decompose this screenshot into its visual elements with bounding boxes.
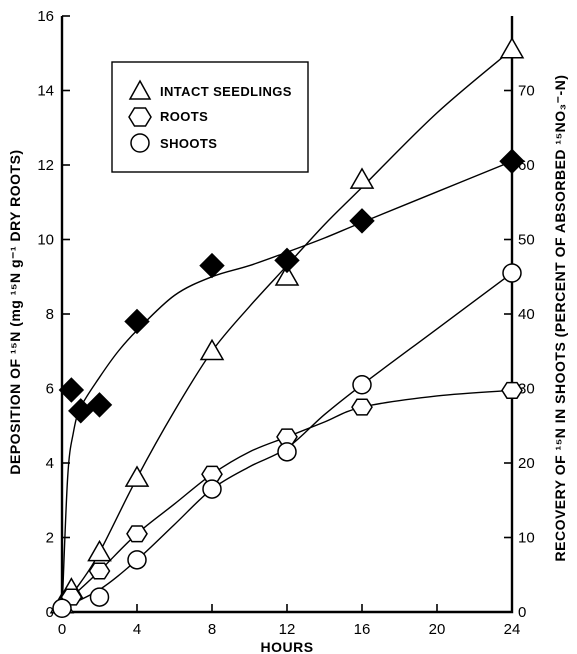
diamond-marker-3-2 [86,392,113,418]
y-right-tick-label: 70 [518,83,535,100]
legend-circle-icon [130,133,150,153]
x-tick-label: 12 [279,621,296,638]
y-right-tick-label: 40 [518,306,535,323]
diamond-marker-3-4 [199,252,225,279]
hexagon-marker-1-2 [126,525,148,543]
diamond-marker-3-0 [58,377,85,403]
y-left-tick-label: 16 [37,8,54,25]
legend: INTACT SEEDLINGS ROOTS SHOOTS [111,61,309,173]
y-left-tick-label: 2 [46,530,54,547]
x-tick-label: 20 [429,621,446,638]
circle-marker-2-2 [127,550,147,570]
triangle-marker-0-3 [124,465,150,487]
x-tick-label: 4 [133,621,141,638]
y-right-tick-label: 10 [518,530,535,547]
x-axis-title: HOURS [260,639,313,654]
y-right-tick-label: 0 [518,604,526,621]
y-right-tick-label: 50 [518,232,535,249]
circle-marker-2-1 [89,587,110,607]
diamond-marker-3-1 [68,398,94,424]
x-tick-label: 16 [354,621,371,638]
circle-marker-2-5 [352,375,372,395]
y-left-tick-label: 14 [37,83,54,100]
hexagon-marker-1-5 [351,398,373,416]
diamond-marker-3-6 [349,208,375,234]
legend-label-intact-seedlings: INTACT SEEDLINGS [160,84,292,99]
circle-marker-2-3 [202,479,222,499]
x-tick-label: 8 [208,621,216,638]
circle-marker-2-0 [52,598,72,619]
series-line-hexagon [61,389,513,606]
y-left-tick-label: 6 [46,381,54,398]
y-axis-title-left: DEPOSITION OF ¹⁵N (mg ¹⁵N g⁻¹ DRY ROOTS) [7,149,23,474]
diamond-marker-3-3 [124,308,150,335]
diamond-marker-3-7 [499,148,525,174]
triangle-marker-0-7 [499,37,525,59]
legend-label-roots: ROOTS [160,109,208,124]
y-left-tick-label: 0 [46,604,54,621]
triangle-marker-0-6 [349,167,375,189]
y-left-tick-label: 4 [46,455,54,472]
circle-marker-2-6 [502,263,522,283]
y-left-tick-label: 12 [37,157,54,174]
y-right-tick-label: 20 [518,455,535,472]
hexagon-marker-1-6 [501,381,523,399]
triangle-marker-0-5 [274,264,300,286]
legend-label-shoots: SHOOTS [160,136,217,151]
series-line-diamond-filled [61,160,513,613]
circle-marker-2-4 [277,442,297,462]
y-left-tick-label: 8 [46,306,54,323]
triangle-marker-0-2 [87,539,112,562]
y-right-tick-label: 30 [518,381,535,398]
y-left-tick-label: 10 [37,232,54,249]
legend-hexagon-icon [128,107,152,127]
diamond-marker-3-5 [274,247,300,274]
x-tick-label: 24 [504,621,521,638]
series-markers [49,37,525,619]
triangle-marker-0-4 [199,338,225,361]
x-tick-label: 0 [58,621,66,638]
y-axis-title-right: RECOVERY OF ¹⁵N IN SHOOTS (PERCENT OF AB… [552,75,568,562]
legend-triangle-icon [128,79,152,100]
hexagon-marker-1-1 [88,562,111,580]
series-line-circle [61,272,513,609]
